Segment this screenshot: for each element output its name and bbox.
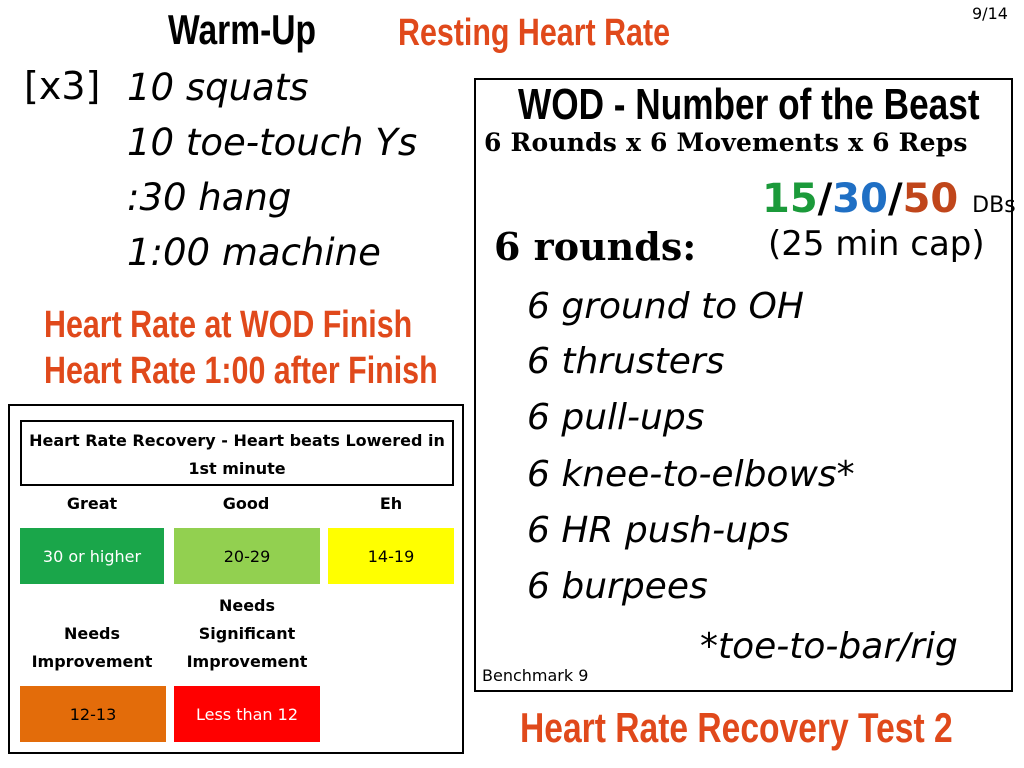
movement-item: 6 ground to OH bbox=[527, 286, 804, 327]
range-cell-good: 20-29 bbox=[174, 528, 320, 584]
resting-heart-rate-note: Resting Heart Rate bbox=[398, 12, 670, 54]
category-label-eh: Eh bbox=[379, 494, 403, 513]
weight-separator: / bbox=[887, 176, 903, 222]
weight-unit: DBs bbox=[972, 193, 1016, 218]
warmup-item: 1:00 machine bbox=[127, 231, 381, 274]
page-number: 9/14 bbox=[972, 4, 1008, 23]
wod-subtitle: 6 Rounds x 6 Movements x 6 Reps bbox=[484, 128, 968, 157]
movement-item: 6 burpees bbox=[527, 566, 708, 607]
range-cell-great: 30 or higher bbox=[20, 528, 164, 584]
movement-item: 6 HR push-ups bbox=[527, 510, 790, 551]
dumbbell-weights: 15/30/50 DBs bbox=[762, 176, 1016, 222]
rounds-label: 6 rounds: bbox=[494, 224, 697, 269]
range-cell-needs-improvement: 12-13 bbox=[20, 686, 166, 742]
weight-light: 15 bbox=[762, 176, 818, 222]
range-cell-eh: 14-19 bbox=[328, 528, 454, 584]
hr-wod-finish-note: Heart Rate at WOD Finish bbox=[44, 304, 413, 346]
hrr-chart-frame bbox=[8, 404, 464, 754]
time-cap: (25 min cap) bbox=[768, 224, 985, 264]
movement-footnote: *toe-to-bar/rig bbox=[700, 626, 958, 667]
weight-medium: 30 bbox=[832, 176, 888, 222]
category-label-needs-improvement: Needs Improvement bbox=[31, 624, 153, 671]
category-label-good: Good bbox=[222, 494, 270, 513]
movement-item: 6 knee-to-elbows* bbox=[527, 454, 855, 495]
category-label-needs-significant-improvement: Needs Significant Improvement bbox=[186, 596, 308, 671]
hr-after-finish-note: Heart Rate 1:00 after Finish bbox=[44, 350, 438, 392]
wod-title: WOD - Number of the Beast bbox=[518, 80, 980, 129]
movement-item: 6 pull-ups bbox=[527, 397, 705, 438]
test-title: Heart Rate Recovery Test 2 bbox=[520, 704, 953, 751]
weight-separator: / bbox=[817, 176, 833, 222]
wod-box bbox=[474, 78, 1013, 692]
range-cell-needs-significant-improvement: Less than 12 bbox=[174, 686, 320, 742]
warmup-multiplier: [x3] bbox=[24, 64, 101, 108]
category-label-great: Great bbox=[66, 494, 118, 513]
benchmark-label: Benchmark 9 bbox=[482, 666, 589, 685]
hrr-chart-title: Heart Rate Recovery - Heart beats Lowere… bbox=[20, 420, 454, 486]
warmup-item: 10 squats bbox=[127, 66, 309, 109]
weight-heavy: 50 bbox=[902, 176, 959, 222]
warmup-item: 10 toe-touch Ys bbox=[127, 121, 418, 164]
movement-item: 6 thrusters bbox=[527, 341, 725, 382]
warmup-title: Warm-Up bbox=[168, 6, 317, 53]
warmup-item: :30 hang bbox=[127, 176, 292, 219]
